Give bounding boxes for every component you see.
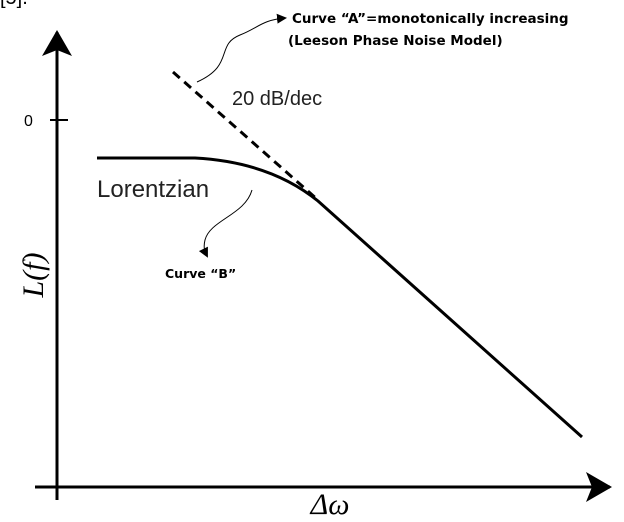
y-axis-label: L(f) bbox=[17, 252, 50, 298]
x-axis-label: Δω bbox=[310, 488, 350, 521]
asymptote bbox=[172, 70, 319, 202]
curve-a-label: Curve “A”=monotonically increasing bbox=[292, 11, 569, 27]
curve-b-label: Curve “B” bbox=[165, 266, 236, 281]
arrow-a bbox=[196, 13, 287, 83]
curve bbox=[97, 156, 583, 439]
y-tick-label: 0 bbox=[24, 113, 33, 130]
curve-a-label: (Leeson Phase Noise Model) bbox=[288, 33, 503, 49]
arrow-b bbox=[198, 189, 253, 258]
slope-label: 20 dB/dec bbox=[232, 88, 322, 110]
lorentzian-label: Lorentzian bbox=[97, 176, 209, 203]
reference: [5]. bbox=[0, 0, 28, 9]
